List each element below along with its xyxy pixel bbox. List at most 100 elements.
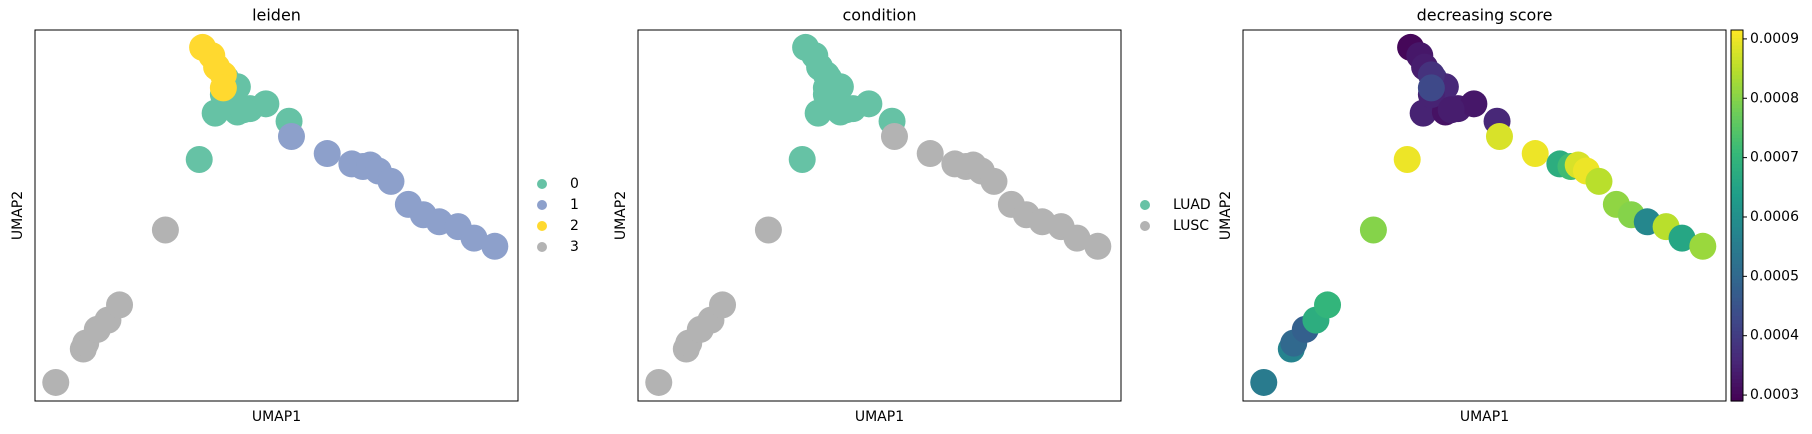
colorbar-step: [1731, 252, 1743, 257]
colorbar-step: [1731, 63, 1743, 68]
colorbar-step: [1731, 222, 1743, 228]
colorbar-step: [1731, 330, 1743, 335]
point: [106, 291, 134, 319]
point: [812, 74, 840, 102]
colorbar-step: [1731, 378, 1743, 384]
colorbar-step: [1731, 356, 1743, 361]
colorbar-step: [1731, 93, 1743, 98]
colorbar-step: [1731, 189, 1743, 194]
colorbar-step: [1731, 289, 1743, 295]
colorbar-step: [1731, 126, 1743, 131]
panel-title: leiden: [252, 6, 301, 25]
colorbar-step: [1731, 133, 1743, 139]
colorbar-step: [1731, 163, 1743, 168]
legend-marker: [537, 179, 547, 189]
colorbar-step: [1731, 260, 1743, 265]
colorbar-step: [1731, 170, 1743, 176]
colorbar-step: [1731, 389, 1743, 395]
colorbar-step: [1731, 89, 1743, 94]
colorbar-step: [1731, 200, 1743, 205]
legend-label: 3: [570, 239, 579, 255]
colorbar-step: [1731, 341, 1743, 346]
legend-marker: [537, 242, 547, 252]
colorbar-frame: [1730, 29, 1744, 402]
colorbar-step: [1731, 59, 1743, 64]
colorbar-step: [1731, 137, 1743, 142]
point: [42, 368, 70, 396]
colorbar-step: [1731, 182, 1743, 187]
point: [788, 145, 816, 173]
point: [481, 232, 509, 260]
colorbar-tick-label: 0.0004: [1750, 328, 1799, 344]
colorbar-step: [1731, 67, 1743, 72]
colorbar-step: [1731, 230, 1743, 235]
colorbar-step: [1731, 193, 1743, 198]
colorbar-step: [1731, 215, 1743, 220]
colorbar-step: [1731, 204, 1743, 209]
colorbar-step: [1731, 382, 1743, 387]
colorbar-tick-label: 0.0008: [1750, 90, 1799, 106]
colorbar-step: [1731, 337, 1743, 343]
colorbar-step: [1731, 174, 1743, 179]
point: [855, 90, 883, 118]
legend-marker: [537, 221, 547, 231]
colorbar-step: [1731, 274, 1743, 280]
colorbar-step: [1731, 30, 1743, 35]
colorbar-step: [1731, 130, 1743, 135]
point: [1485, 122, 1513, 150]
colorbar-step: [1731, 326, 1743, 332]
point: [1437, 96, 1465, 124]
colorbar-step: [1731, 304, 1743, 309]
point: [916, 140, 944, 168]
colorbar-step: [1731, 141, 1743, 146]
colorbar-step: [1731, 363, 1743, 369]
colorbar-step: [1731, 248, 1743, 254]
colorbar-step: [1731, 352, 1743, 358]
colorbar-step: [1731, 55, 1743, 61]
colorbar-step: [1731, 52, 1743, 57]
point: [980, 167, 1008, 195]
legend-label: LUAD: [1173, 197, 1211, 213]
colorbar-step: [1731, 211, 1743, 217]
colorbar-step: [1731, 96, 1743, 102]
colorbar-step: [1731, 156, 1743, 161]
colorbar-step: [1731, 234, 1743, 239]
colorbar-step: [1731, 85, 1743, 90]
legend-label: 2: [570, 218, 579, 234]
colorbar-step: [1731, 119, 1743, 124]
point: [1521, 140, 1549, 168]
point: [277, 122, 305, 150]
point: [252, 90, 280, 118]
colorbar-step: [1731, 185, 1743, 191]
legend-marker: [1140, 221, 1150, 231]
colorbar-step: [1731, 152, 1743, 157]
y-axis-label: UMAP2: [1218, 191, 1234, 240]
legend-marker: [1140, 200, 1150, 210]
colorbar-step: [1731, 360, 1743, 365]
colorbar-step: [1731, 308, 1743, 313]
colorbar-step: [1731, 293, 1743, 298]
colorbar-step: [1731, 226, 1743, 231]
colorbar-step: [1731, 393, 1743, 398]
colorbar-step: [1731, 245, 1743, 250]
colorbar-step: [1731, 386, 1743, 391]
colorbar-step: [1731, 371, 1743, 376]
y-axis-label: UMAP2: [613, 191, 629, 240]
colorbar-step: [1731, 375, 1743, 380]
colorbar-step: [1731, 178, 1743, 183]
colorbar-step: [1731, 70, 1743, 76]
colorbar-step: [1731, 145, 1743, 150]
point: [1417, 74, 1445, 102]
colorbar-step: [1731, 334, 1743, 339]
colorbar-step: [1731, 311, 1743, 317]
colorbar-step: [1731, 256, 1743, 261]
colorbar-step: [1731, 271, 1743, 276]
colorbar-step: [1731, 37, 1743, 42]
colorbar-step: [1731, 282, 1743, 287]
colorbar-step: [1731, 33, 1743, 39]
colorbar-step: [1731, 48, 1743, 53]
legend-label: 1: [570, 197, 579, 213]
colorbar-step: [1731, 278, 1743, 283]
plot-frame: [1242, 29, 1727, 402]
